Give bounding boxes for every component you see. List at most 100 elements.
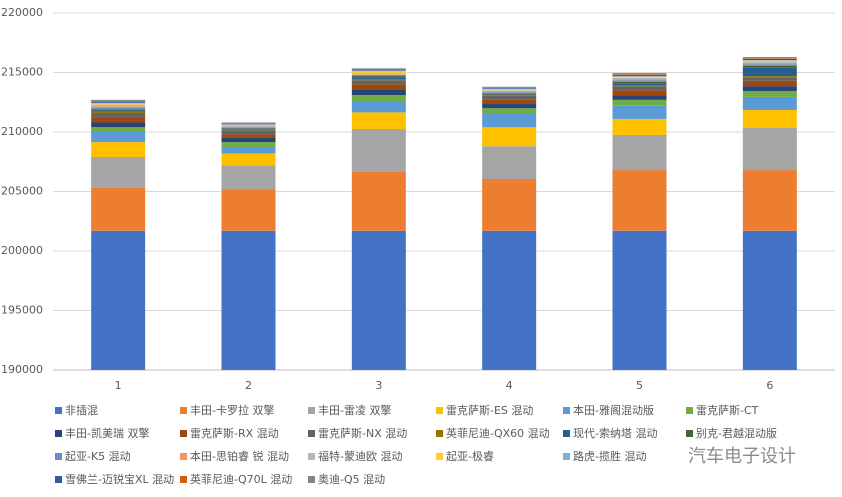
legend-swatch bbox=[180, 453, 187, 460]
legend-label: 丰田-卡罗拉 双擎 bbox=[190, 403, 274, 417]
bar-segment bbox=[91, 102, 146, 104]
bar-segment bbox=[482, 93, 537, 95]
x-tick-label: 5 bbox=[636, 379, 643, 392]
bar-segment bbox=[612, 105, 667, 119]
legend-swatch bbox=[686, 407, 693, 414]
bar-segment bbox=[742, 77, 797, 81]
bar-segment bbox=[91, 104, 146, 107]
bar-segment bbox=[482, 87, 537, 88]
bar-segment bbox=[482, 112, 537, 128]
bar-segment bbox=[482, 87, 537, 89]
bar-segment bbox=[351, 84, 406, 90]
bar-segment bbox=[351, 74, 406, 77]
bar-segment bbox=[221, 126, 276, 128]
bar-segment bbox=[742, 127, 797, 171]
bar-segment bbox=[221, 124, 276, 125]
bar-segment bbox=[482, 99, 537, 105]
bar-segment bbox=[742, 80, 797, 87]
bar-segment bbox=[482, 88, 537, 90]
legend-label: 雪佛兰-迈锐宝XL 混动 bbox=[65, 472, 174, 486]
bar-segment bbox=[612, 90, 667, 96]
bar-segment bbox=[612, 77, 667, 80]
bar-segment bbox=[742, 62, 797, 65]
bar-segment bbox=[612, 230, 667, 370]
bar-segment bbox=[612, 76, 667, 78]
bar-segment bbox=[612, 134, 667, 171]
bar-segment bbox=[221, 147, 276, 154]
bar-segment bbox=[482, 94, 537, 96]
bar-segment bbox=[482, 86, 537, 88]
legend-label: 福特-蒙迪欧 混动 bbox=[318, 449, 402, 463]
bar-segment bbox=[742, 64, 797, 66]
bar-segment bbox=[221, 129, 276, 131]
legend-label: 本田-思铂睿 锐 混动 bbox=[190, 449, 289, 463]
legend-swatch bbox=[436, 430, 443, 437]
legend-swatch bbox=[55, 430, 62, 437]
y-tick-label: 205000 bbox=[1, 185, 43, 198]
bar-segment bbox=[351, 79, 406, 81]
bar-segment bbox=[742, 60, 797, 62]
bar-segment bbox=[91, 142, 146, 157]
bar-segment bbox=[742, 170, 797, 231]
bar-segment bbox=[742, 76, 797, 78]
bar-segment bbox=[742, 61, 797, 63]
bar-segment bbox=[91, 122, 146, 128]
legend-label: 雷克萨斯-CT bbox=[696, 404, 759, 417]
bar-segment bbox=[351, 76, 406, 78]
bar-segment bbox=[482, 108, 537, 113]
legend-swatch bbox=[180, 476, 187, 483]
legend-swatch bbox=[308, 453, 315, 460]
legend-label: 英菲尼迪-QX60 混动 bbox=[446, 426, 550, 440]
bar-segment bbox=[91, 106, 146, 108]
legend-label: 雷克萨斯-RX 混动 bbox=[190, 427, 279, 440]
legend-swatch bbox=[686, 430, 693, 437]
bar-segment bbox=[91, 230, 146, 370]
legend-label: 本田-雅阁混动版 bbox=[573, 403, 654, 417]
x-tick-label: 2 bbox=[245, 379, 252, 392]
bar-segment bbox=[612, 83, 667, 85]
legend-swatch bbox=[436, 407, 443, 414]
bar-segment bbox=[221, 128, 276, 130]
bar-segment bbox=[351, 129, 406, 172]
y-tick-label: 220000 bbox=[1, 6, 43, 19]
bar-segment bbox=[742, 109, 797, 128]
legend-swatch bbox=[436, 453, 443, 460]
bar-segment bbox=[612, 79, 667, 81]
legend-label: 非插混 bbox=[65, 403, 98, 417]
legend-label: 现代-索纳塔 混动 bbox=[573, 426, 657, 440]
bar-segment bbox=[351, 101, 406, 113]
y-tick-label: 215000 bbox=[1, 66, 43, 79]
legend-swatch bbox=[55, 476, 62, 483]
y-tick-label: 195000 bbox=[1, 304, 43, 317]
bar-segment bbox=[482, 90, 537, 92]
legend-label: 丰田-凯美瑞 双擎 bbox=[65, 426, 149, 440]
x-tick-label: 6 bbox=[766, 379, 773, 392]
bar-segment bbox=[482, 127, 537, 147]
legend-swatch bbox=[308, 476, 315, 483]
bar-segment bbox=[612, 80, 667, 83]
bar-segment bbox=[91, 132, 146, 143]
bar-segment bbox=[91, 111, 146, 113]
x-tick-label: 4 bbox=[506, 379, 513, 392]
legend-swatch bbox=[563, 430, 570, 437]
bar-segment bbox=[742, 90, 797, 97]
bar-segment bbox=[742, 65, 797, 68]
bar-segment bbox=[351, 74, 406, 75]
legend-label: 起亚-极睿 bbox=[446, 449, 494, 463]
bar-segment bbox=[91, 112, 146, 118]
legend-label: 雷克萨斯-ES 混动 bbox=[446, 404, 533, 417]
legend-label: 丰田-雷凌 双擎 bbox=[318, 403, 391, 417]
bar-segment bbox=[482, 92, 537, 94]
bar-segment bbox=[742, 230, 797, 370]
bar-segment bbox=[91, 101, 146, 102]
bar-segment bbox=[612, 76, 667, 77]
y-tick-label: 200000 bbox=[1, 244, 43, 257]
bar-segment bbox=[91, 110, 146, 112]
bar-segment bbox=[482, 179, 537, 231]
bar-segment bbox=[351, 69, 406, 71]
legend-label: 奥迪-Q5 混动 bbox=[318, 472, 385, 486]
bar-segment bbox=[221, 127, 276, 129]
bar-segment bbox=[351, 80, 406, 85]
bar-segment bbox=[612, 82, 667, 84]
